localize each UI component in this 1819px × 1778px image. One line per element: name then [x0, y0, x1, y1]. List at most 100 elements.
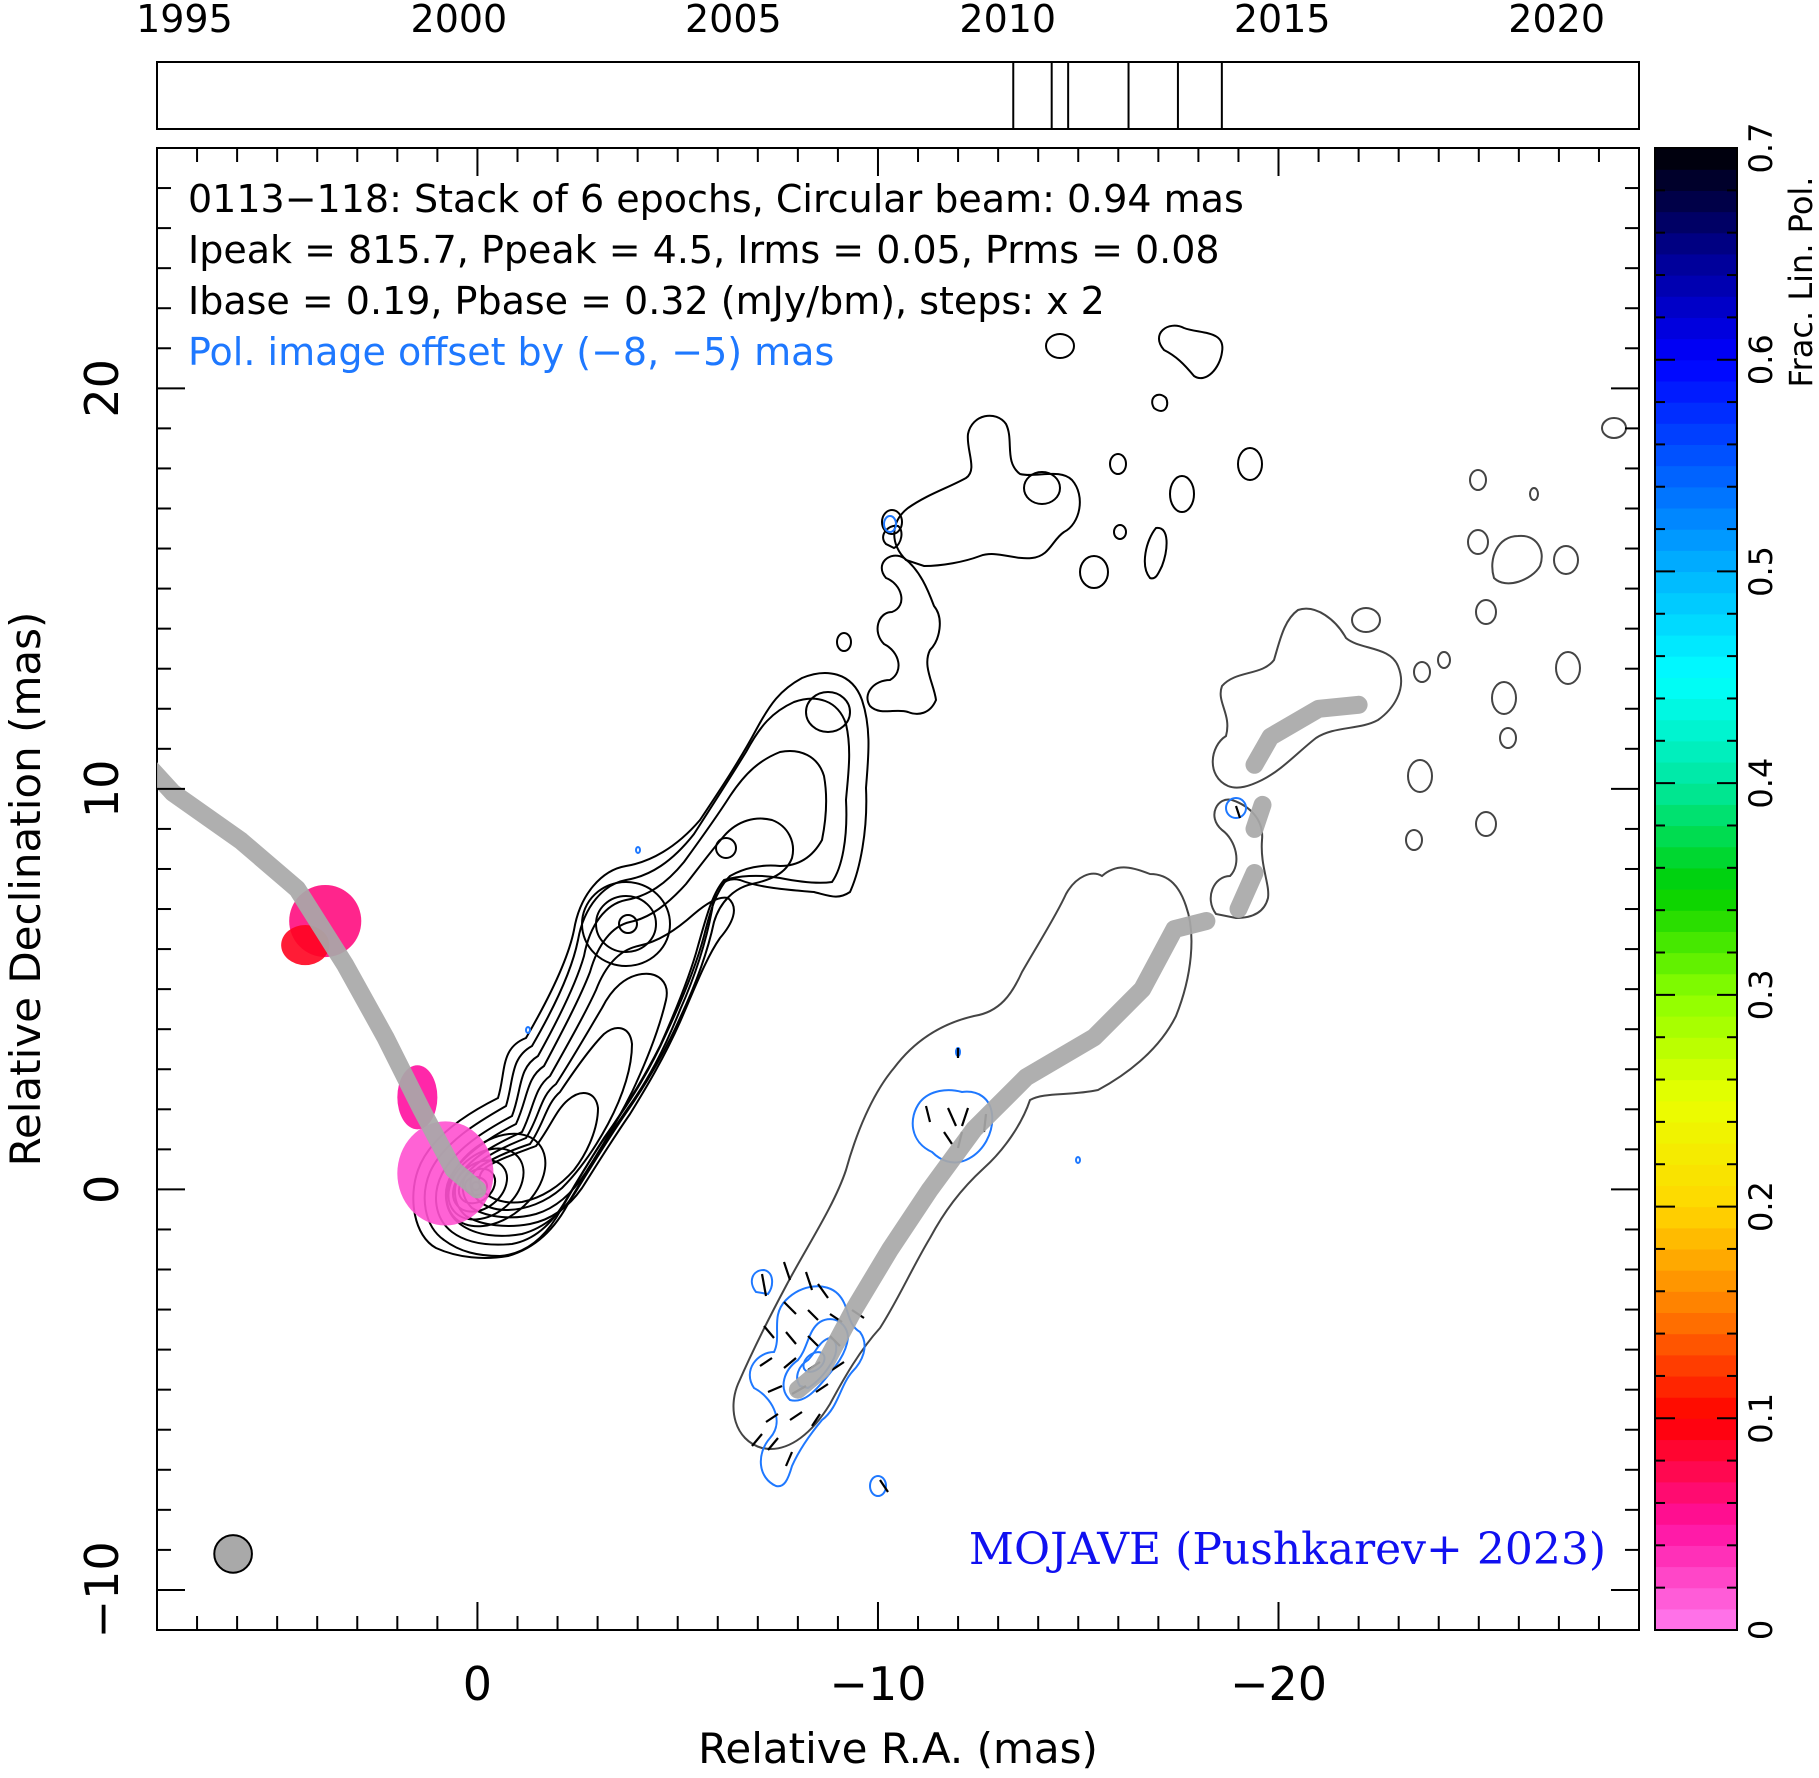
colorbar-band — [1655, 190, 1737, 213]
colorbar-tick-labels: 0 0.1 0.2 0.3 0.4 0.5 0.6 0.7 — [1742, 123, 1780, 1641]
credit-label: MOJAVE (Pushkarev+ 2023) — [969, 1524, 1606, 1575]
evpa-9 — [763, 1325, 775, 1339]
y-tick-labels: −10 0 10 20 — [75, 359, 129, 1638]
colorbar-band — [1655, 1079, 1737, 1102]
y-tick-label: −10 — [75, 1541, 129, 1638]
colorbar-band — [1655, 1333, 1737, 1356]
colorbar-band — [1655, 1608, 1737, 1631]
evpa-20 — [765, 1413, 779, 1423]
evpa-11 — [807, 1335, 819, 1347]
timeline-year-labels: 1995 2000 2005 2010 2015 2020 — [136, 0, 1605, 41]
evpa-13 — [759, 1357, 773, 1367]
x-tick-label: −10 — [829, 1657, 926, 1711]
contour-jet-6 — [1157, 324, 1224, 379]
offset-contour-jet-8 — [1555, 651, 1581, 685]
title-line-2: Ipeak = 815.7, Ppeak = 4.5, Irms = 0.05,… — [188, 228, 1220, 272]
evpa-3 — [804, 1271, 814, 1291]
colorbar-band — [1655, 507, 1737, 530]
colorbar-band — [1655, 402, 1737, 424]
offset-contour-jet-14 — [1529, 487, 1539, 501]
colorbar-band — [1655, 783, 1737, 805]
colorbar-band — [1655, 740, 1737, 763]
colorbar-band — [1655, 1418, 1737, 1441]
colorbar-band — [1655, 1291, 1737, 1314]
offset-contour-jet-10 — [1407, 759, 1433, 793]
timeline-year-label: 2020 — [1508, 0, 1605, 41]
contour-jet-11 — [1113, 524, 1127, 540]
beam-ellipse — [213, 1534, 253, 1574]
contour-4 — [444, 817, 794, 1237]
colorbar-band — [1655, 1545, 1737, 1568]
evpa-31 — [943, 1131, 953, 1145]
colorbar-band — [1655, 232, 1737, 255]
colorbar-band — [1655, 1439, 1737, 1462]
colorbar-tick-label: 0.5 — [1742, 546, 1780, 597]
y-axis-label: Relative Declination (mas) — [1, 612, 50, 1167]
colorbar-band — [1655, 1354, 1737, 1377]
colorbar-tick-label: 0 — [1742, 1620, 1780, 1640]
colorbar-band — [1655, 380, 1737, 403]
offset-contour-outer — [732, 866, 1193, 1450]
ridge-line-total-segment — [0, 501, 21, 569]
offset-contour-jet-4 — [1413, 661, 1431, 683]
contour-6 — [461, 972, 668, 1219]
colorbar-band — [1655, 1121, 1737, 1144]
colorbar-band — [1655, 275, 1737, 297]
colorbar-band — [1655, 1206, 1737, 1229]
contour-jet-9 — [1237, 447, 1263, 481]
colorbar-band — [1655, 677, 1737, 700]
evpa-5 — [783, 1301, 797, 1315]
evpa-17 — [767, 1384, 783, 1394]
colorbar-band — [1655, 804, 1737, 827]
x-axis-label: Relative R.A. (mas) — [698, 1724, 1098, 1773]
offset-contour-jet-2 — [1211, 607, 1403, 789]
evpa-22 — [811, 1413, 821, 1427]
colorbar-band — [1655, 1016, 1737, 1038]
contour-jet-3 — [1023, 471, 1061, 505]
colorbar-ticks — [1655, 147, 1737, 1631]
offset-contour-jet-3 — [1351, 607, 1381, 633]
pol-contour-13 — [525, 1026, 531, 1034]
offset-note: Pol. image offset by (−8, −5) mas — [188, 330, 834, 374]
pol-contour-6 — [750, 1268, 774, 1296]
colorbar-tick-label: 0.2 — [1742, 1181, 1780, 1232]
contour-3 — [435, 750, 828, 1246]
offset-contour-jet-15 — [1601, 417, 1627, 439]
colorbar-band — [1655, 550, 1737, 573]
pol-contour-7 — [869, 1475, 887, 1497]
colorbar-band — [1655, 910, 1737, 932]
x-tick-label: 0 — [463, 1657, 492, 1711]
evpa-14 — [783, 1357, 797, 1369]
polarization-contours — [525, 515, 1247, 1497]
offset-contour-jet-7 — [1491, 681, 1517, 715]
colorbar-band — [1655, 592, 1737, 615]
evpa-1 — [760, 1273, 768, 1297]
plot-frame — [156, 147, 1640, 1631]
colorbar-band — [1655, 1397, 1737, 1419]
colorbar-band — [1655, 698, 1737, 721]
title-line-1: 0113−118: Stack of 6 epochs, Circular be… — [188, 177, 1244, 221]
timeline-year-label: 2005 — [685, 0, 782, 41]
colorbar-band — [1655, 1100, 1737, 1123]
colorbar-band — [1655, 867, 1737, 890]
contour-jet-8 — [1169, 475, 1195, 513]
colorbar-band — [1655, 1566, 1737, 1589]
colorbar-band — [1655, 1375, 1737, 1398]
plot-area: 0 −10 −20 −10 0 10 20 0113−118: Stack of 6 ep… — [0, 147, 1640, 1773]
contour-jet-1 — [866, 554, 941, 715]
evpa-27 — [924, 1105, 932, 1123]
evpa-23 — [767, 1437, 779, 1451]
contour-jet-7 — [1109, 453, 1127, 475]
colorbar-band — [1655, 465, 1737, 488]
colorbar-band — [1655, 529, 1737, 551]
colorbar-band — [1655, 1143, 1737, 1165]
colorbar-band — [1655, 211, 1737, 234]
contour-knot-5 — [715, 837, 737, 859]
colorbar-band — [1655, 1164, 1737, 1186]
colorbar-band — [1655, 846, 1737, 869]
y-tick-label: 0 — [75, 1175, 129, 1204]
pol-contour-9 — [1225, 797, 1247, 819]
colorbar-band — [1655, 486, 1737, 509]
contour-jet-10 — [1151, 393, 1169, 412]
evpa-2 — [782, 1261, 792, 1281]
